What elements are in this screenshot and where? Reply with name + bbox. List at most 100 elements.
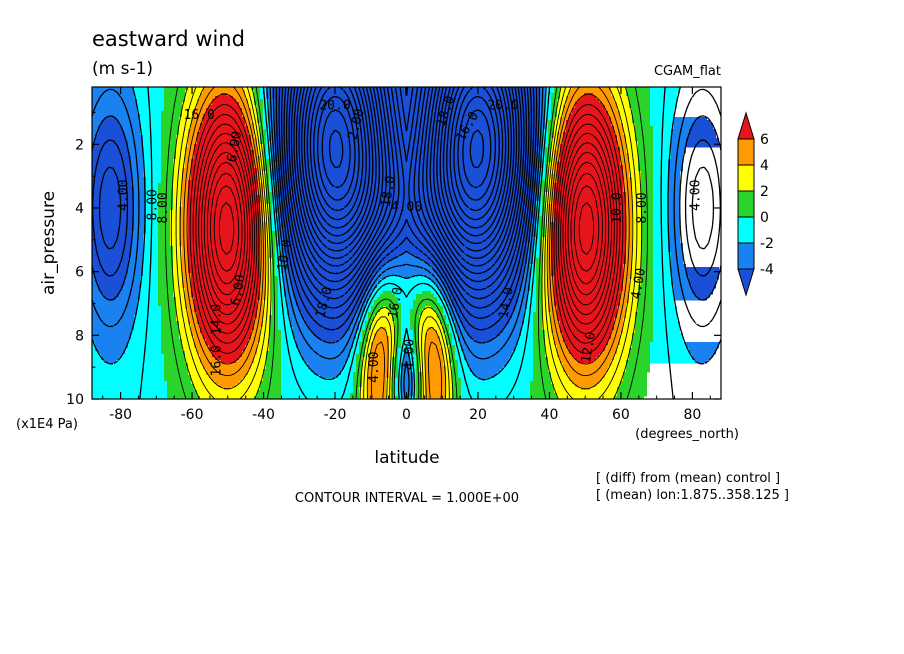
colorbar-segment <box>737 242 755 270</box>
contour-line <box>192 113 621 344</box>
contour-line <box>98 87 715 319</box>
contour-interval: CONTOUR INTERVAL = 1.000E+00 <box>295 491 519 506</box>
x-tick-label: 0 <box>402 407 411 423</box>
contour-line <box>280 87 533 309</box>
contour-label: 14.0 <box>210 304 225 335</box>
contour-line <box>179 87 634 399</box>
contour-line <box>203 151 610 306</box>
contour-line <box>218 202 595 255</box>
contour-line <box>290 87 523 275</box>
colorbar-segment <box>737 190 755 218</box>
colorbar-label: 4 <box>760 158 769 174</box>
y-tick-label: 2 <box>75 137 84 153</box>
chart-title: eastward wind <box>92 27 245 51</box>
contour-label: 6.00 <box>229 273 249 306</box>
contour-line <box>295 87 518 260</box>
contour-label: 16.0 <box>386 286 406 319</box>
y-tick-label: 4 <box>75 201 84 217</box>
x-tick-label: 80 <box>683 407 701 423</box>
x-tick-label: 60 <box>612 407 630 423</box>
colorbar-label: -2 <box>760 236 774 252</box>
x-tick-label: -60 <box>181 407 204 423</box>
contour-line <box>328 129 485 169</box>
contour-line <box>92 87 721 331</box>
contour-label: 10.0 <box>610 192 625 223</box>
contour-line <box>283 87 530 300</box>
contour-label: 4.00 <box>403 339 418 370</box>
colorbar-top-arrow <box>737 111 755 140</box>
x-tick-label: 40 <box>541 407 559 423</box>
colorbar-segment <box>737 138 755 166</box>
contour-line <box>298 87 515 252</box>
contour-line <box>285 87 528 291</box>
contour-line <box>198 132 615 325</box>
contour-line <box>293 87 520 267</box>
colorbar-segment <box>737 164 755 192</box>
contour-line <box>309 87 504 221</box>
contour-label: 4.00 <box>689 180 704 211</box>
contour-line <box>92 87 721 344</box>
contour-label: 16.0 <box>184 108 215 123</box>
contour-line <box>186 93 627 365</box>
contour-line <box>183 87 630 399</box>
colorbar-label: 6 <box>760 132 769 148</box>
contour-lines <box>92 87 721 399</box>
x-axis: -80 -60 -40 -20 0 20 40 60 80 <box>102 87 711 423</box>
contour-line <box>195 123 618 335</box>
contour-line <box>313 87 500 212</box>
x-axis-units: (degrees_north) <box>635 427 739 442</box>
x-tick-label: -40 <box>252 407 275 423</box>
chart-units: (m s-1) <box>92 59 153 79</box>
contour-label: 8.00 <box>156 192 171 223</box>
colorbar: 6 4 2 0 -2 -4 <box>737 111 774 297</box>
contour-label: 4.00 <box>391 200 422 215</box>
colorbar-label: 2 <box>760 184 769 200</box>
contour-label: 6.00 <box>225 130 245 163</box>
contour-label: 20.0 <box>487 98 518 113</box>
x-tick-label: -80 <box>109 407 132 423</box>
y-axis-label: air_pressure <box>39 191 59 295</box>
experiment-name: CGAM_flat <box>654 64 721 79</box>
contour-label: 20.0 <box>319 98 350 113</box>
contour-label: 4.00 <box>629 267 649 300</box>
y-tick-label: 6 <box>75 265 84 281</box>
contour-label: 18.0 <box>379 175 399 208</box>
contour-line <box>306 87 507 229</box>
note-diff: [ (diff) from (mean) control ] <box>596 471 780 486</box>
contour-line <box>213 185 600 272</box>
colorbar-label: 0 <box>760 210 769 226</box>
contour-line <box>301 87 512 245</box>
contour-label: 8.00 <box>145 189 160 220</box>
contour-line <box>92 87 721 399</box>
x-tick-label: -20 <box>324 407 347 423</box>
colorbar-segment <box>737 216 755 244</box>
contour-label: 4.00 <box>367 352 382 383</box>
contour-line <box>288 87 525 283</box>
contour-line <box>92 87 721 399</box>
contour-line <box>206 161 607 296</box>
contour-line <box>321 109 492 188</box>
y-tick-label: 8 <box>75 328 84 344</box>
note-mean-lon: [ (mean) lon:1.875..358.125 ] <box>596 488 789 503</box>
contour-line <box>170 87 643 399</box>
colorbar-label: -4 <box>760 262 774 278</box>
contour-line <box>210 172 603 285</box>
contour-line <box>303 87 510 237</box>
contour-label: 8.00 <box>635 192 650 223</box>
contour-line <box>189 104 624 354</box>
y-axis-units: (x1E4 Pa) <box>16 417 78 432</box>
contour-line <box>165 87 648 399</box>
x-axis-label: latitude <box>374 448 439 468</box>
colorbar-bottom-arrow <box>737 268 755 297</box>
y-axis: 2 4 6 8 10 <box>66 111 721 408</box>
x-tick-label: 20 <box>469 407 487 423</box>
contour-line <box>139 87 674 399</box>
contour-line <box>316 95 497 201</box>
contour-label: 14.0 <box>497 286 517 319</box>
contour-label: 10.0 <box>275 238 295 271</box>
contour-line <box>175 87 638 399</box>
contour-label: 4.00 <box>117 180 132 211</box>
y-tick-label: 10 <box>66 392 84 408</box>
